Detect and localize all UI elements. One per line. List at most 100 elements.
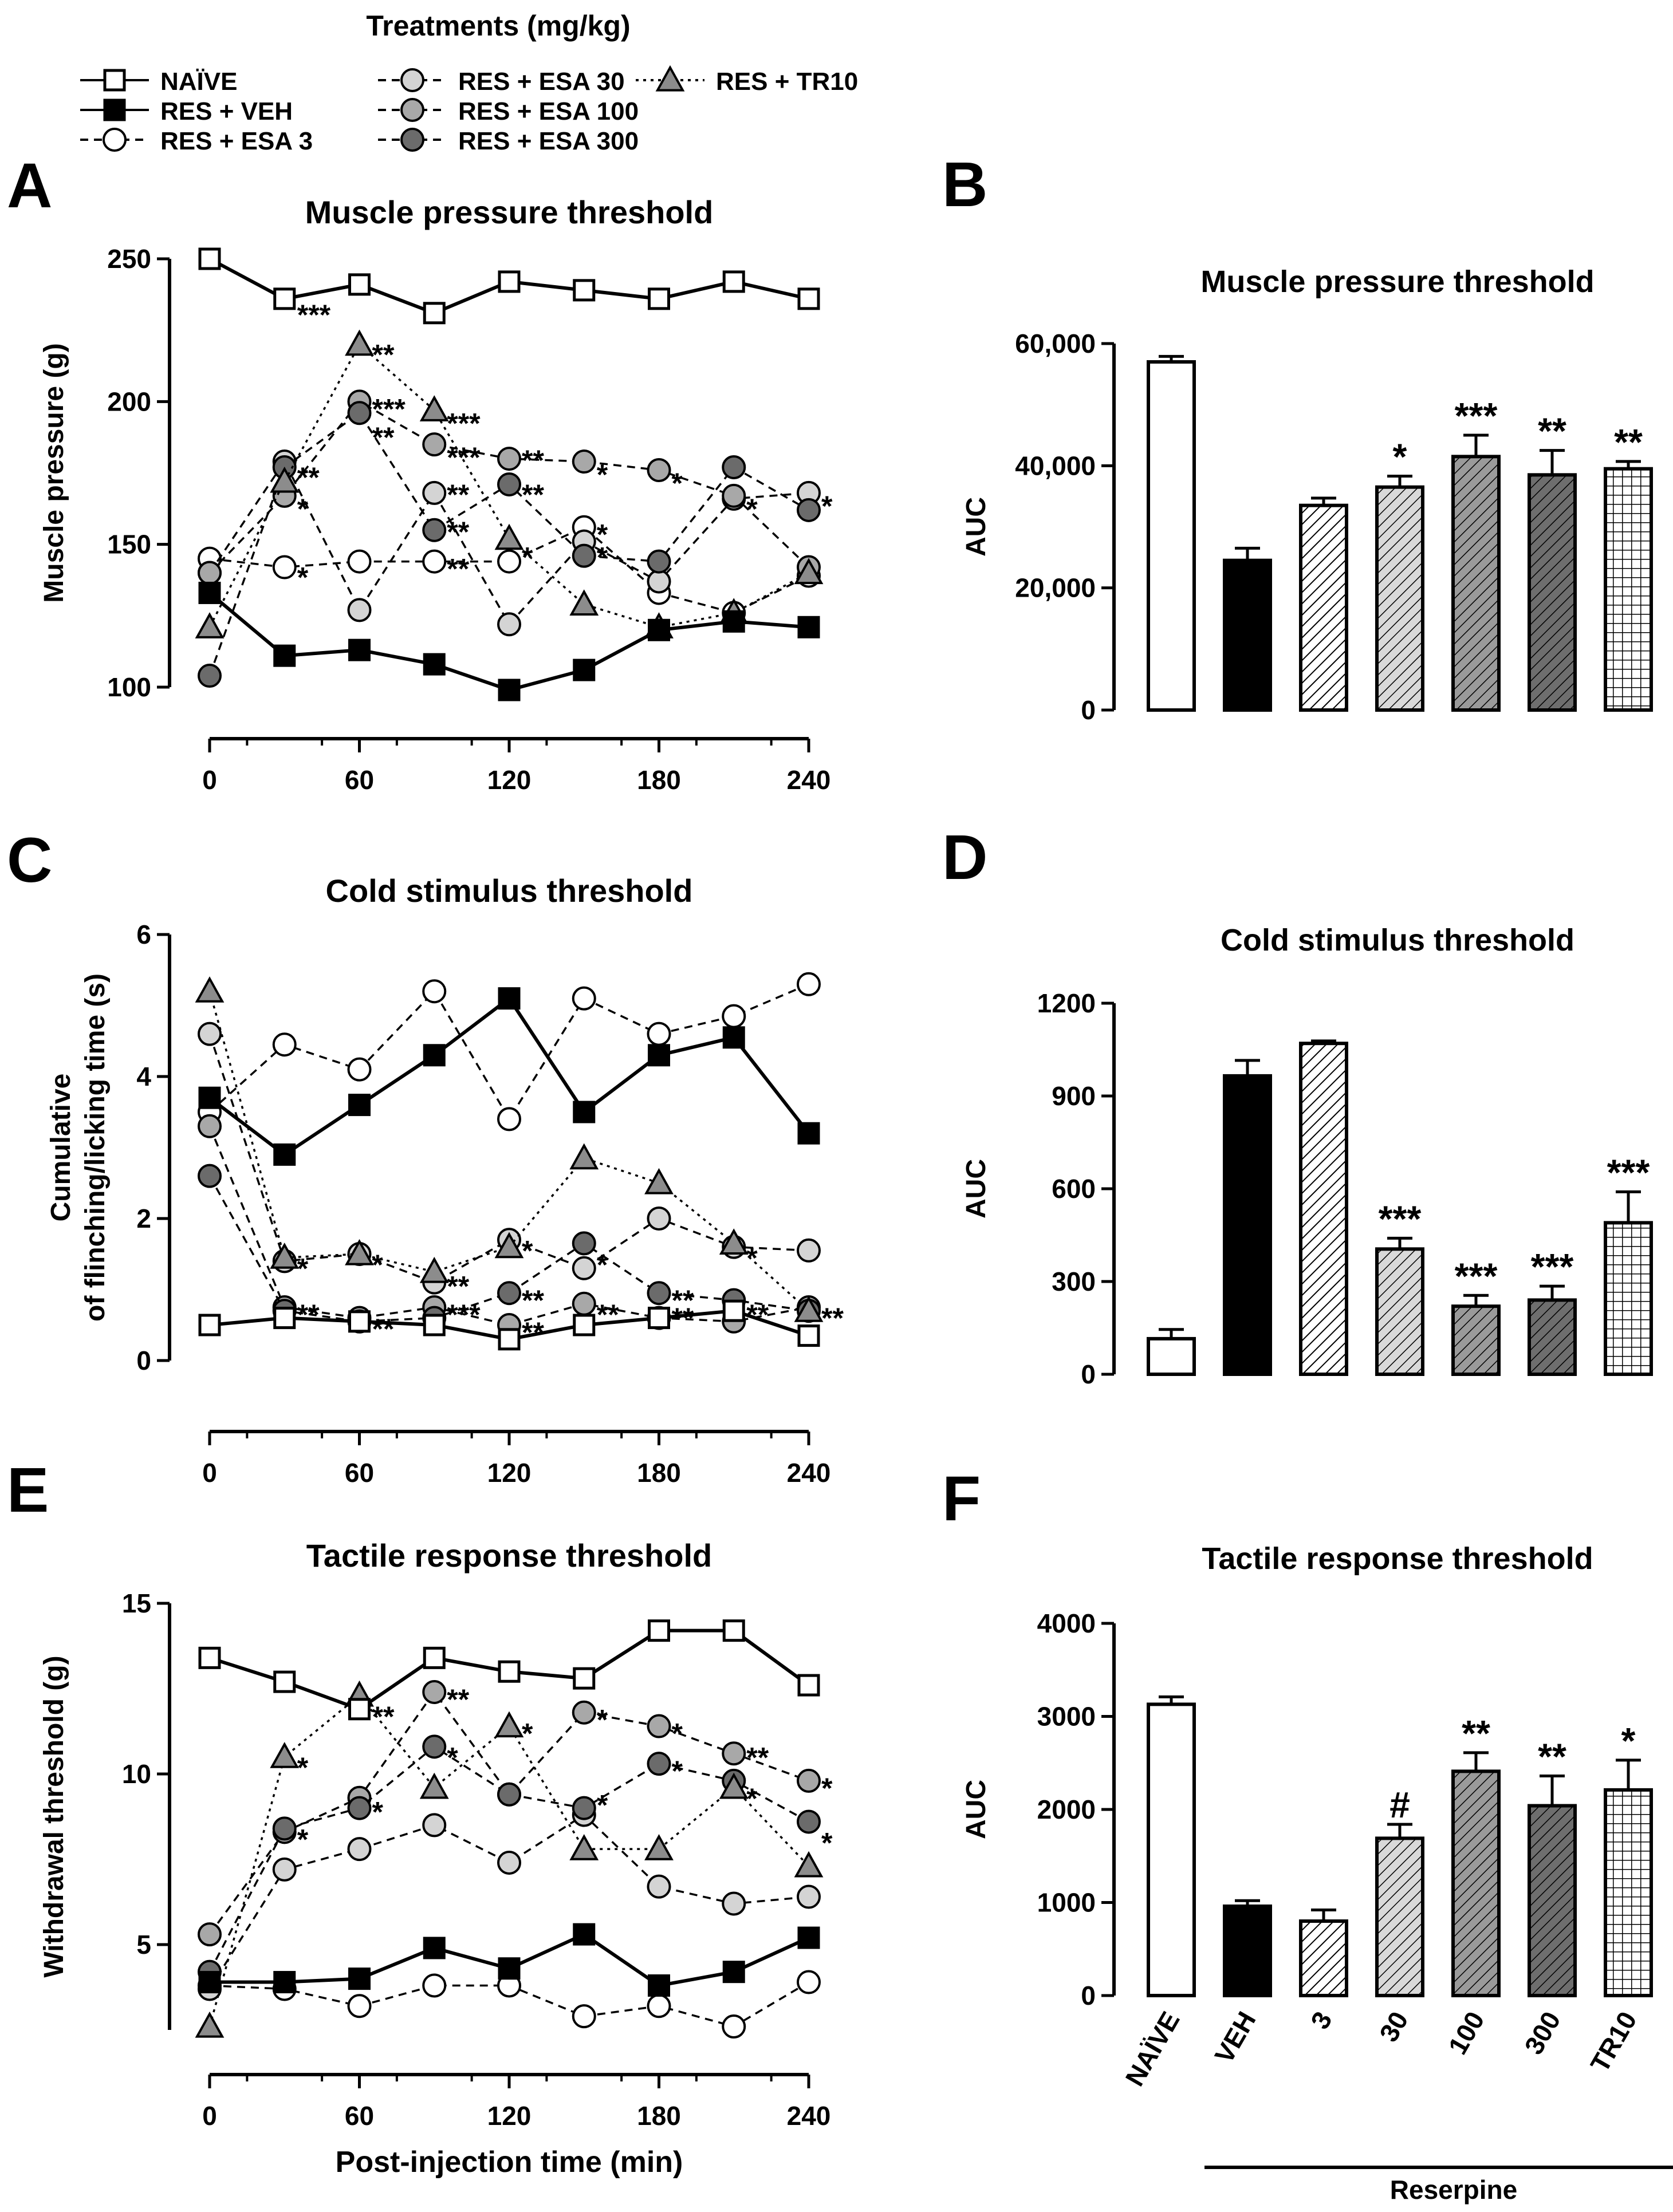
bar-6 xyxy=(1528,1804,1577,1997)
data-point-naive xyxy=(423,1646,446,1669)
data-point-esa30 xyxy=(647,1206,671,1231)
y-tick-label: 0 xyxy=(1081,1359,1096,1389)
significance-marker: * xyxy=(597,1704,608,1736)
bar-4 xyxy=(1375,1247,1424,1377)
significance-marker: * xyxy=(1393,436,1407,477)
data-point-esa100 xyxy=(572,1291,596,1316)
y-tick-label: 5 xyxy=(136,1930,151,1959)
data-point-naive xyxy=(198,1646,221,1669)
data-point-veh xyxy=(722,1026,745,1049)
panel-d-cold-auc-bar-chart: Cold stimulus threshold 0 300 600 900 1200 AUC… xyxy=(961,923,1653,1389)
data-point-veh xyxy=(348,1094,371,1117)
series-line-veh xyxy=(208,592,809,692)
series-line-esa300 xyxy=(208,1745,809,1973)
x-tick-label: 120 xyxy=(487,2101,532,2131)
data-point-tr10 xyxy=(494,1232,524,1259)
significance-marker: ** xyxy=(447,516,469,548)
panel-c-cold-line-chart: Cold stimulus threshold 0 2 4 6 Cumulative of … xyxy=(46,873,844,1488)
data-point-veh xyxy=(797,1926,820,1949)
bar-7 xyxy=(1604,1221,1653,1376)
data-point-esa30 xyxy=(198,1022,222,1046)
data-point-tr10 xyxy=(794,1296,824,1322)
data-point-esa3 xyxy=(272,555,297,579)
bar-3 xyxy=(1299,1042,1348,1376)
chart-title: Tactile response threshold xyxy=(306,1537,712,1574)
data-point-esa300 xyxy=(497,1281,521,1306)
data-point-veh xyxy=(348,1967,371,1990)
panel-f-tactile-auc-bar-chart: Tactile response threshold 0 1000 2000 3000 4… xyxy=(961,1541,1673,2205)
data-point-esa3 xyxy=(347,1057,372,1082)
x-tick-label: 60 xyxy=(345,1458,374,1488)
bar-6 xyxy=(1528,1298,1577,1376)
significance-marker: ** xyxy=(522,444,544,476)
data-point-naive xyxy=(273,287,296,310)
y-tick-label: 200 xyxy=(107,387,151,416)
data-point-esa100 xyxy=(722,483,746,508)
legend-marker-veh xyxy=(103,98,126,121)
data-point-esa300 xyxy=(198,1164,222,1188)
data-point-tr10 xyxy=(494,1711,524,1738)
data-point-esa100 xyxy=(647,1714,671,1738)
y-tick-label: 10 xyxy=(122,1759,151,1789)
data-point-esa30 xyxy=(422,1813,447,1838)
y-axis-label: AUC xyxy=(961,497,991,557)
y-axis-label: Withdrawal threshold (g) xyxy=(39,1655,69,1977)
y-tick-label: 60,000 xyxy=(1015,329,1096,358)
y-tick-label: 15 xyxy=(122,1588,151,1618)
data-point-tr10 xyxy=(569,1143,599,1170)
significance-marker: ** xyxy=(372,1313,395,1345)
significance-marker: ** xyxy=(672,1302,694,1334)
significance-marker: * xyxy=(597,459,608,491)
data-point-esa30 xyxy=(572,1256,596,1280)
significance-marker: * xyxy=(297,562,309,594)
y-tick-label: 40,000 xyxy=(1015,451,1096,480)
data-point-naive xyxy=(722,270,745,293)
data-point-esa300 xyxy=(647,549,671,574)
data-point-veh xyxy=(273,644,296,667)
data-point-esa300 xyxy=(572,1231,596,1256)
significance-marker: * xyxy=(522,542,533,574)
data-point-esa100 xyxy=(198,1114,222,1138)
x-tick-label: 180 xyxy=(637,765,681,795)
data-point-esa3 xyxy=(572,2004,596,2029)
data-point-esa30 xyxy=(797,1884,821,1909)
data-point-tr10 xyxy=(644,1168,674,1194)
legend-marker-esa300 xyxy=(400,128,424,152)
data-point-naive xyxy=(198,247,221,270)
significance-marker: *** xyxy=(447,407,481,439)
data-point-esa3 xyxy=(572,986,596,1011)
significance-marker: *** xyxy=(1607,1152,1650,1193)
data-point-esa300 xyxy=(198,664,222,688)
chart-title: Muscle pressure threshold xyxy=(1200,265,1594,299)
data-point-veh xyxy=(573,659,596,681)
significance-marker: ** xyxy=(1614,421,1643,463)
significance-marker: *** xyxy=(1455,1255,1498,1296)
data-point-esa3 xyxy=(422,549,447,574)
series-esa30 xyxy=(198,1803,821,2001)
data-point-naive xyxy=(797,1674,820,1697)
y-tick-label: 150 xyxy=(107,530,151,559)
series-line-esa30 xyxy=(208,1034,809,1284)
data-point-tr10 xyxy=(494,523,524,550)
data-point-esa100 xyxy=(797,1768,821,1793)
legend-label-esa300: RES + ESA 300 xyxy=(458,127,639,155)
data-point-veh xyxy=(498,987,521,1010)
data-point-esa100 xyxy=(572,1700,596,1725)
significance-marker: *** xyxy=(1531,1246,1574,1287)
significance-marker: * xyxy=(297,1252,309,1284)
significance-marker: * xyxy=(297,1752,309,1784)
bar-3 xyxy=(1299,1919,1348,1997)
bar-7 xyxy=(1604,1788,1653,1997)
data-point-esa30 xyxy=(797,1238,821,1263)
data-point-naive xyxy=(348,273,371,296)
legend-marker-naive xyxy=(103,69,126,92)
series-veh xyxy=(198,1923,820,1997)
data-point-esa30 xyxy=(497,1850,521,1875)
chart-title: Cold stimulus threshold xyxy=(326,873,693,909)
significance-marker: ** xyxy=(447,479,469,511)
x-tick-label: 120 xyxy=(487,765,532,795)
bar-4 xyxy=(1375,485,1424,712)
significance-marker: * xyxy=(746,493,758,525)
data-point-esa30 xyxy=(722,1891,746,1916)
significance-marker: * xyxy=(597,1789,608,1821)
